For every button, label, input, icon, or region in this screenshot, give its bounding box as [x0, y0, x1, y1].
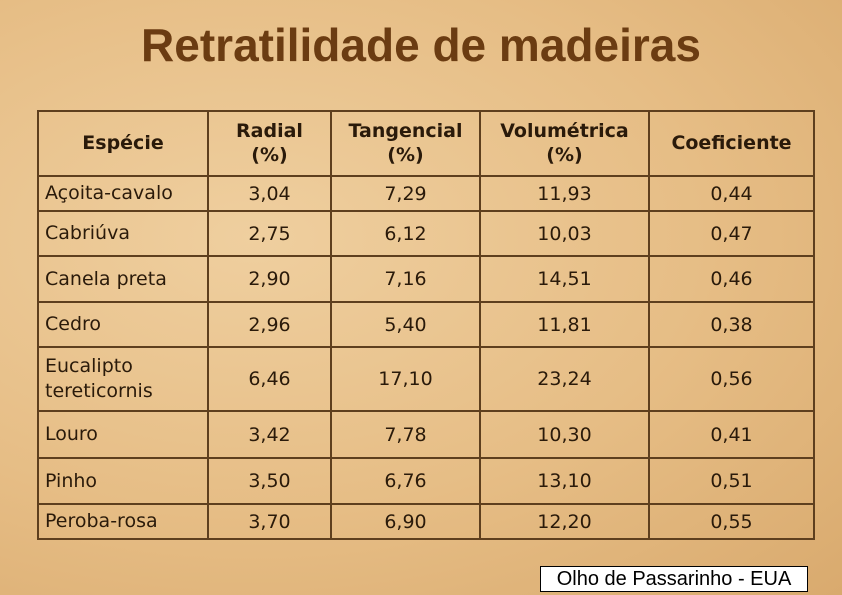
value-cell: 10,03 [479, 210, 650, 257]
value-cell: 11,81 [479, 301, 650, 348]
value-cell: 6,46 [207, 346, 332, 412]
header-line: Tangencial [348, 119, 463, 142]
value-cell: 3,70 [207, 503, 332, 540]
value-cell: 6,76 [330, 457, 481, 505]
value-cell: 3,42 [207, 410, 332, 459]
value-cell: 2,75 [207, 210, 332, 257]
column-header: Coeficiente [648, 110, 815, 177]
header-line: Volumétrica [500, 119, 629, 142]
column-header: Tangencial (%) [330, 110, 481, 177]
header-line: (%) [387, 143, 424, 166]
header-row: Espécie Radial (%) Tangencial (%) Volumétrica… [37, 110, 815, 177]
value-cell: 0,44 [648, 175, 815, 212]
value-cell: 0,55 [648, 503, 815, 540]
value-cell: 11,93 [479, 175, 650, 212]
species-cell: Açoita-cavalo [37, 175, 209, 212]
value-cell: 5,40 [330, 301, 481, 348]
header-line: (%) [546, 143, 583, 166]
species-cell: Canela preta [37, 255, 209, 303]
title: Retratilidade de madeiras [141, 19, 701, 71]
value-cell: 14,51 [479, 255, 650, 303]
header-line: Radial [236, 119, 303, 142]
table-row: Canela preta 2,90 7,16 14,51 0,46 [37, 255, 815, 303]
value-cell: 2,96 [207, 301, 332, 348]
species-cell: Eucalipto tereticornis [37, 346, 209, 412]
species-cell: Cabriúva [37, 210, 209, 257]
species-cell: Pinho [37, 457, 209, 505]
table-row: Açoita-cavalo 3,04 7,29 11,93 0,44 [37, 175, 815, 212]
species-cell: Cedro [37, 301, 209, 348]
table-row: Eucalipto tereticornis 6,46 17,10 23,24 0,56 [37, 346, 815, 412]
value-cell: 0,38 [648, 301, 815, 348]
table-row: Peroba-rosa 3,70 6,90 12,20 0,55 [37, 503, 815, 540]
value-cell: 0,56 [648, 346, 815, 412]
table-row: Cabriúva 2,75 6,12 10,03 0,47 [37, 210, 815, 257]
table: Espécie Radial (%) Tangencial (%) Volumétrica… [37, 110, 815, 540]
value-cell: 17,10 [330, 346, 481, 412]
value-cell: 0,46 [648, 255, 815, 303]
table-row: Louro 3,42 7,78 10,30 0,41 [37, 410, 815, 459]
column-header: Volumétrica (%) [479, 110, 650, 177]
value-cell: 7,29 [330, 175, 481, 212]
footer: Olho de Passarinho - EUA [540, 566, 808, 592]
value-cell: 6,90 [330, 503, 481, 540]
value-cell: 0,51 [648, 457, 815, 505]
species-cell: Louro [37, 410, 209, 459]
value-cell: 0,41 [648, 410, 815, 459]
value-cell: 7,16 [330, 255, 481, 303]
column-header: Radial (%) [207, 110, 332, 177]
value-cell: 3,50 [207, 457, 332, 505]
species-cell: Peroba-rosa [37, 503, 209, 540]
value-cell: 7,78 [330, 410, 481, 459]
value-cell: 12,20 [479, 503, 650, 540]
value-cell: 13,10 [479, 457, 650, 505]
value-cell: 3,04 [207, 175, 332, 212]
value-cell: 2,90 [207, 255, 332, 303]
header-line: Espécie [82, 131, 164, 154]
table-row: Cedro 2,96 5,40 11,81 0,38 [37, 301, 815, 348]
value-cell: 23,24 [479, 346, 650, 412]
value-cell: 6,12 [330, 210, 481, 257]
table-row: Pinho 3,50 6,76 13,10 0,51 [37, 457, 815, 505]
header-line: (%) [251, 143, 288, 166]
header-line: Coeficiente [671, 131, 792, 154]
value-cell: 0,47 [648, 210, 815, 257]
column-header: Espécie [37, 110, 209, 177]
value-cell: 10,30 [479, 410, 650, 459]
